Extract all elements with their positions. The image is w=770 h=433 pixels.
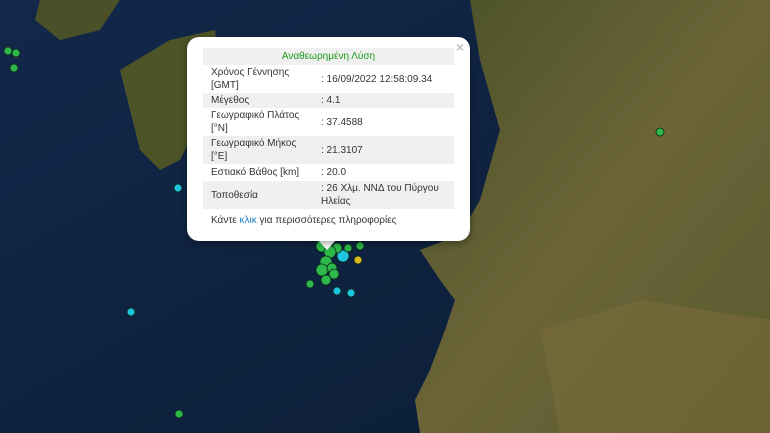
earthquake-marker-green[interactable]	[355, 241, 365, 251]
earthquake-marker-cyan[interactable]	[126, 307, 136, 317]
location-value: : 26 Χλμ. ΝΝΔ του Πύργου Ηλείας	[318, 181, 454, 209]
earthquake-marker-green[interactable]	[655, 127, 665, 137]
earthquake-marker-green[interactable]	[305, 279, 315, 289]
earthquake-marker-cyan[interactable]	[332, 286, 342, 296]
magnitude-label: Μέγεθος	[203, 93, 318, 108]
depth-value: : 20.0	[321, 167, 347, 178]
magnitude-value: : 4.1	[318, 93, 454, 108]
earthquake-marker-green[interactable]	[11, 48, 21, 58]
earthquake-marker-cyan[interactable]	[173, 183, 183, 193]
earthquake-marker-cyan[interactable]	[336, 249, 350, 263]
longitude-label: Γεωγραφικό Μήκος [°E]	[203, 136, 318, 164]
location-label: Τοποθεσία	[203, 181, 318, 209]
detail-row: Χρόνος Γέννησης [GMT] : 16/09/2022 12:58:…	[203, 65, 454, 93]
earthquake-marker-green[interactable]	[315, 263, 329, 277]
earthquake-marker-green[interactable]	[343, 243, 353, 253]
earthquake-popup: × Αναθεωρημένη Λύση Χρόνος Γέννησης [GMT…	[187, 37, 470, 241]
more-info-link[interactable]: κλικ	[239, 215, 257, 226]
detail-row: Γεωγραφικό Μήκος [°E]: 21.3107	[203, 136, 454, 164]
latitude-label: Γεωγραφικό Πλάτος [°N]	[211, 110, 300, 134]
earthquake-markers	[3, 46, 665, 419]
latitude-value: : 37.4588	[321, 116, 363, 128]
origin-time-label: Χρόνος Γέννησης [GMT]	[211, 67, 290, 91]
earthquake-marker-green[interactable]	[328, 268, 340, 280]
depth-label: Εστιακό Βάθος [km]	[211, 167, 300, 178]
kefalonia-island	[35, 0, 120, 40]
earthquake-marker-cyan[interactable]	[346, 288, 356, 298]
earthquake-marker-green[interactable]	[320, 274, 332, 286]
earthquake-marker-green[interactable]	[174, 409, 184, 419]
detail-row: Γεωγραφικό Πλάτος [°N] : 37.4588	[203, 108, 454, 136]
earthquake-marker-yellow[interactable]	[353, 255, 363, 265]
detail-row: Εστιακό Βάθος [km] : 20.0	[203, 164, 454, 181]
more-info-prefix: Κάντε	[211, 215, 240, 226]
earthquake-details-table: Αναθεωρημένη Λύση Χρόνος Γέννησης [GMT]:…	[203, 48, 454, 209]
popup-title: Αναθεωρημένη Λύση	[203, 48, 454, 65]
longitude-value: : 21.3107	[318, 136, 454, 164]
more-info-suffix: για περισσότερες πληροφορίες	[256, 215, 397, 226]
more-info-text: Κάντε κλικ για περισσότερες πληροφορίες	[211, 215, 396, 226]
southern-coast	[540, 300, 770, 433]
close-icon[interactable]: ×	[455, 39, 464, 55]
popup-title-row: Αναθεωρημένη Λύση	[203, 48, 454, 65]
earthquake-marker-green[interactable]	[9, 63, 19, 73]
origin-time-value: : 16/09/2022 12:58:09.34	[321, 73, 433, 85]
detail-row: Μέγεθος: 4.1	[203, 93, 454, 108]
popup-tip	[318, 240, 336, 250]
earthquake-marker-green[interactable]	[3, 46, 13, 56]
detail-row: Τοποθεσία: 26 Χλμ. ΝΝΔ του Πύργου Ηλείας	[203, 181, 454, 209]
